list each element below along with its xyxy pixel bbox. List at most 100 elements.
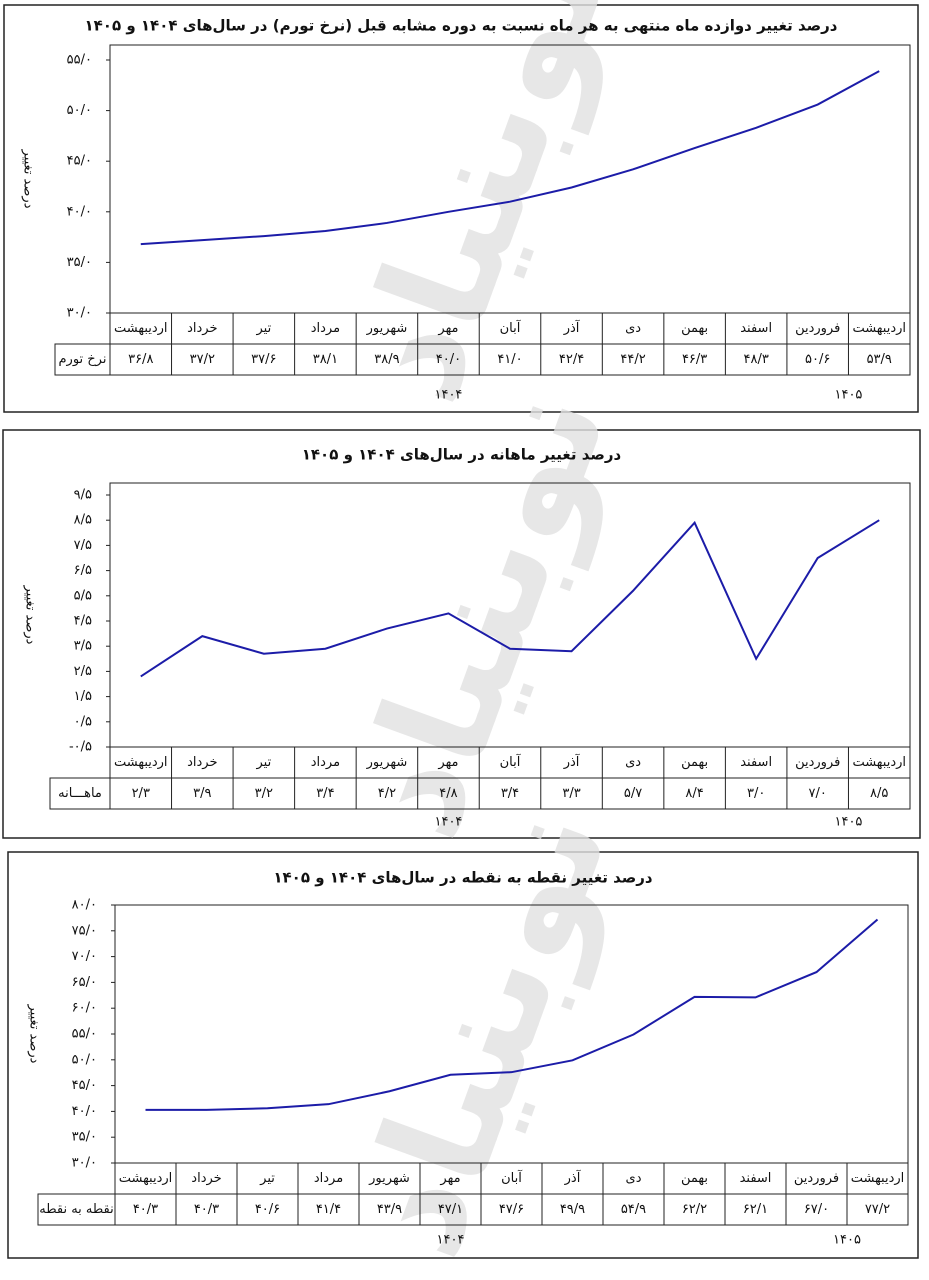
y-tick-label: ۸/۵ bbox=[74, 513, 92, 528]
chart-title: درصد تغییر دوازده ماه منتهی به هر ماه نس… bbox=[85, 17, 838, 35]
value-label: ۸/۴ bbox=[685, 786, 703, 801]
y-tick-label: ۹/۵ bbox=[74, 488, 92, 503]
value-label: ۴۸/۳ bbox=[743, 352, 768, 367]
data-line bbox=[145, 918, 879, 1111]
chart-title: درصد تغییر ماهانه در سال‌های ۱۴۰۴ و ۱۴۰۵ bbox=[302, 446, 622, 464]
year-label: ۱۴۰۴ bbox=[437, 1233, 465, 1248]
y-tick-label: ۶۵/۰ bbox=[72, 975, 97, 990]
y-tick-label: ۶/۵ bbox=[74, 563, 92, 578]
value-label: ۳۶/۸ bbox=[128, 352, 153, 367]
category-label: تیر bbox=[255, 321, 271, 336]
year-label: ۱۴۰۵ bbox=[834, 388, 862, 403]
value-label: ۴/۲ bbox=[378, 786, 396, 801]
category-label: اردیبهشت bbox=[119, 1171, 173, 1186]
value-label: ۴۰/۶ bbox=[255, 1202, 280, 1217]
data-line bbox=[140, 519, 880, 678]
category-label: آذر bbox=[563, 753, 581, 770]
value-label: ۴۰/۳ bbox=[133, 1202, 158, 1217]
category-label: اردیبهشت bbox=[851, 1171, 905, 1186]
value-label: ۴۴/۲ bbox=[620, 352, 645, 367]
category-label: فروردین bbox=[794, 1171, 839, 1186]
category-label: اردیبهشت bbox=[852, 321, 906, 336]
category-label: اردیبهشت bbox=[114, 321, 168, 336]
year-label: ۱۴۰۵ bbox=[834, 815, 862, 830]
value-label: ۳/۲ bbox=[255, 786, 273, 801]
value-label: ۴۹/۹ bbox=[560, 1202, 585, 1217]
category-label: خرداد bbox=[187, 321, 217, 336]
y-tick-label: ۵۰/۰ bbox=[67, 103, 92, 118]
category-label: دی bbox=[625, 321, 641, 336]
y-axis-label: درصد تغییر bbox=[23, 585, 38, 645]
value-label: ۳/۹ bbox=[193, 786, 211, 801]
value-label: ۴۱/۴ bbox=[316, 1202, 341, 1217]
category-label: اسفند bbox=[740, 321, 772, 336]
year-label: ۱۴۰۴ bbox=[434, 815, 462, 830]
year-label: ۱۴۰۴ bbox=[434, 388, 462, 403]
value-label: ۸/۵ bbox=[870, 786, 888, 801]
y-tick-label: ۲/۵ bbox=[74, 664, 92, 679]
value-label: ۳/۴ bbox=[316, 786, 334, 801]
name-cell bbox=[37, 1193, 116, 1226]
panel-border bbox=[7, 851, 919, 1259]
category-label: تیر bbox=[259, 1171, 275, 1186]
y-tick-label: ۴/۵ bbox=[74, 614, 92, 629]
category-label: مرداد bbox=[311, 321, 340, 336]
category-label: شهریور bbox=[368, 1171, 410, 1186]
value-label: ۳/۴ bbox=[501, 786, 519, 801]
category-label: دی bbox=[626, 1171, 642, 1186]
category-label: فروردین bbox=[795, 755, 840, 770]
y-tick-label: ۵۰/۰ bbox=[72, 1052, 97, 1067]
y-tick-label: ۴۵/۰ bbox=[67, 154, 92, 169]
value-label: ۵۰/۶ bbox=[805, 352, 830, 367]
y-tick-label: ۳۰/۰ bbox=[72, 1156, 97, 1171]
value-label: ۴۳/۹ bbox=[377, 1202, 402, 1217]
y-tick-label: ۳۵/۰ bbox=[72, 1130, 97, 1145]
y-tick-label: ۷۵/۰ bbox=[72, 923, 97, 938]
y-tick-label: ۵۵/۰ bbox=[67, 53, 92, 68]
category-label: خرداد bbox=[187, 755, 217, 770]
value-label: ۷/۰ bbox=[809, 786, 827, 801]
y-tick-label: ۴۰/۰ bbox=[72, 1104, 97, 1119]
y-tick-label: ۰/۵ bbox=[74, 714, 92, 729]
category-label: دی bbox=[625, 755, 641, 770]
value-label: ۴۰/۰ bbox=[436, 352, 461, 367]
name-cell bbox=[54, 343, 111, 376]
y-axis-label: درصد تغییر bbox=[27, 1004, 42, 1064]
value-label: ۳/۳ bbox=[562, 786, 580, 801]
y-tick-label: ۴۵/۰ bbox=[72, 1078, 97, 1093]
panel-border bbox=[2, 429, 921, 839]
value-label: ۶۷/۰ bbox=[804, 1202, 829, 1217]
name-cell bbox=[49, 777, 111, 810]
y-tick-label: ۵/۵ bbox=[74, 588, 92, 603]
y-tick-label: ۷/۵ bbox=[74, 538, 92, 553]
value-label: ۳۸/۱ bbox=[313, 352, 338, 367]
category-label: فروردین bbox=[795, 321, 840, 336]
value-label: ۶۲/۲ bbox=[682, 1202, 707, 1217]
category-label: مرداد bbox=[314, 1171, 343, 1186]
value-label: ۴/۸ bbox=[439, 786, 457, 801]
year-label: ۱۴۰۵ bbox=[833, 1233, 861, 1248]
value-label: ۳۸/۹ bbox=[374, 352, 399, 367]
watermark: نوبنیاد bbox=[320, 0, 643, 423]
category-label: آذر bbox=[563, 319, 581, 336]
value-label: ۵۳/۹ bbox=[867, 352, 892, 367]
data-line bbox=[140, 70, 880, 246]
category-label: مهر bbox=[437, 755, 458, 770]
y-tick-label: ۵۵/۰ bbox=[72, 1027, 97, 1042]
panel-border bbox=[3, 4, 919, 413]
category-label: اردیبهشت bbox=[114, 755, 168, 770]
value-label: ۴۷/۱ bbox=[438, 1202, 463, 1217]
watermark: نوبنیاد bbox=[321, 784, 644, 1278]
value-label: ۳۷/۶ bbox=[251, 352, 276, 367]
category-label: آبان bbox=[500, 753, 522, 770]
value-label: ۴۱/۰ bbox=[497, 352, 522, 367]
category-label: خرداد bbox=[191, 1171, 221, 1186]
category-label: مرداد bbox=[311, 755, 340, 770]
y-tick-label: ۳/۵ bbox=[74, 639, 92, 654]
category-label: شهریور bbox=[366, 321, 408, 336]
value-label: ۴۰/۳ bbox=[194, 1202, 219, 1217]
y-tick-label: ۸۰/۰ bbox=[72, 898, 97, 913]
value-label: ۳/۰ bbox=[747, 786, 765, 801]
series-name: ماهـــانه bbox=[58, 786, 102, 801]
value-label: ۳۷/۲ bbox=[190, 352, 215, 367]
